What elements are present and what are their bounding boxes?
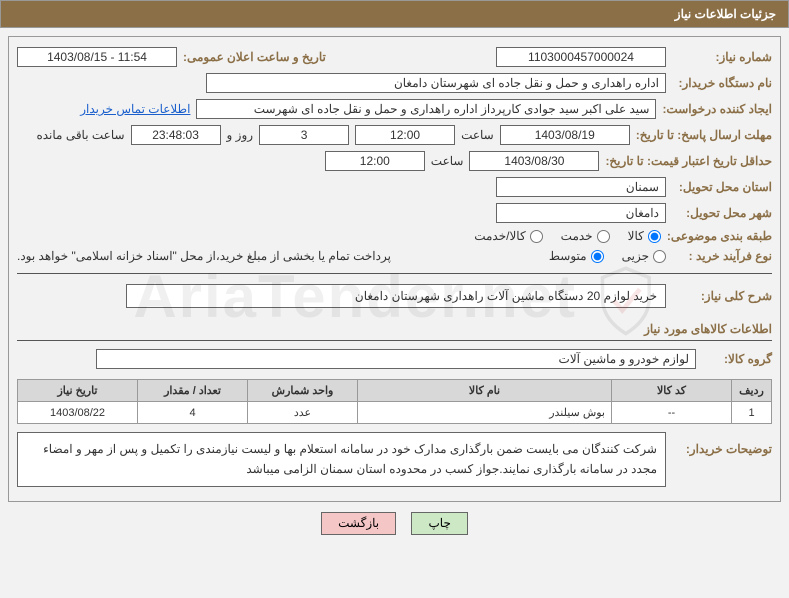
countdown: 23:48:03 xyxy=(131,125,221,145)
announce-datetime-label: تاریخ و ساعت اعلان عمومی: xyxy=(183,50,326,64)
buyer-org-value: اداره راهداری و حمل و نقل جاده ای شهرستا… xyxy=(206,73,666,93)
validity-time: 12:00 xyxy=(325,151,425,171)
category-goods-label: کالا xyxy=(628,229,644,243)
cell-code: -- xyxy=(612,402,732,424)
category-service[interactable]: خدمت xyxy=(561,229,610,243)
validity-label: حداقل تاریخ اعتبار قیمت: تا تاریخ: xyxy=(605,154,772,168)
row-requester: ایجاد کننده درخواست: سید علی اکبر سید جو… xyxy=(17,99,772,119)
category-both[interactable]: کالا/خدمت xyxy=(474,229,542,243)
radio-minor[interactable] xyxy=(653,250,666,263)
deadline-label: مهلت ارسال پاسخ: تا تاریخ: xyxy=(636,128,772,142)
days-left: 3 xyxy=(259,125,349,145)
process-radio-group: جزیی متوسط xyxy=(549,249,666,263)
need-number-label: شماره نیاز: xyxy=(672,50,772,64)
buyer-contact-link[interactable]: اطلاعات تماس خریدار xyxy=(80,102,190,116)
islamic-treasury-note: پرداخت تمام یا بخشی از مبلغ خرید،از محل … xyxy=(17,249,391,263)
radio-medium[interactable] xyxy=(591,250,604,263)
items-table: ردیف کد کالا نام کالا واحد شمارش تعداد /… xyxy=(17,379,772,424)
row-category: طبقه بندی موضوعی: کالا خدمت کالا/خدمت xyxy=(17,229,772,243)
cell-date: 1403/08/22 xyxy=(18,402,138,424)
radio-goods[interactable] xyxy=(648,230,661,243)
buyer-notes-label: توضیحات خریدار: xyxy=(672,442,772,456)
table-header-row: ردیف کد کالا نام کالا واحد شمارش تعداد /… xyxy=(18,380,772,402)
row-deadline: مهلت ارسال پاسخ: تا تاریخ: 1403/08/19 سا… xyxy=(17,125,772,145)
cell-qty: 4 xyxy=(138,402,248,424)
validity-date: 1403/08/30 xyxy=(469,151,599,171)
group-label: گروه کالا: xyxy=(702,352,772,366)
deadline-date: 1403/08/19 xyxy=(500,125,630,145)
buyer-notes-value: شرکت کنندگان می بایست ضمن بارگذاری مدارک… xyxy=(17,432,666,487)
validity-time-label: ساعت xyxy=(431,154,464,168)
table-row: 1 -- بوش سیلندر عدد 4 1403/08/22 xyxy=(18,402,772,424)
process-medium[interactable]: متوسط xyxy=(549,249,604,263)
city-value: دامغان xyxy=(496,203,666,223)
back-button[interactable]: بازگشت xyxy=(321,512,396,535)
row-need-desc: شرح کلی نیاز: خرید لوازم 20 دستگاه ماشین… xyxy=(17,284,772,308)
row-need-number: شماره نیاز: 1103000457000024 تاریخ و ساع… xyxy=(17,47,772,67)
th-name: نام کالا xyxy=(358,380,612,402)
category-both-label: کالا/خدمت xyxy=(474,229,525,243)
deadline-time: 12:00 xyxy=(355,125,455,145)
process-label: نوع فرآیند خرید : xyxy=(672,249,772,263)
cell-unit: عدد xyxy=(248,402,358,424)
row-process: نوع فرآیند خرید : جزیی متوسط پرداخت تمام… xyxy=(17,249,772,263)
th-qty: تعداد / مقدار xyxy=(138,380,248,402)
cell-idx: 1 xyxy=(732,402,772,424)
countdown-label: ساعت باقی مانده xyxy=(36,128,124,142)
row-province: استان محل تحویل: سمنان xyxy=(17,177,772,197)
requester-label: ایجاد کننده درخواست: xyxy=(662,102,772,116)
process-minor[interactable]: جزیی xyxy=(622,249,666,263)
province-value: سمنان xyxy=(496,177,666,197)
process-medium-label: متوسط xyxy=(549,249,587,263)
cell-name: بوش سیلندر xyxy=(358,402,612,424)
row-city: شهر محل تحویل: دامغان xyxy=(17,203,772,223)
province-label: استان محل تحویل: xyxy=(672,180,772,194)
category-radio-group: کالا خدمت کالا/خدمت xyxy=(474,229,661,243)
th-unit: واحد شمارش xyxy=(248,380,358,402)
requester-value: سید علی اکبر سید جوادی کارپرداز اداره را… xyxy=(196,99,656,119)
group-value: لوازم خودرو و ماشین آلات xyxy=(96,349,696,369)
th-idx: ردیف xyxy=(732,380,772,402)
days-left-label: روز و xyxy=(227,128,254,142)
radio-both[interactable] xyxy=(530,230,543,243)
row-buyer-org: نام دستگاه خریدار: اداره راهداری و حمل و… xyxy=(17,73,772,93)
deadline-time-label: ساعت xyxy=(461,128,494,142)
buyer-org-label: نام دستگاه خریدار: xyxy=(672,76,772,90)
row-buyer-notes: توضیحات خریدار: شرکت کنندگان می بایست ضم… xyxy=(17,432,772,487)
print-button[interactable]: چاپ xyxy=(411,512,467,535)
row-group: گروه کالا: لوازم خودرو و ماشین آلات xyxy=(17,349,772,369)
main-panel: شماره نیاز: 1103000457000024 تاریخ و ساع… xyxy=(8,36,781,502)
items-section-title: اطلاعات کالاهای مورد نیاز xyxy=(17,316,772,341)
page-title: جزئیات اطلاعات نیاز xyxy=(675,7,776,21)
radio-service[interactable] xyxy=(597,230,610,243)
need-desc-value: خرید لوازم 20 دستگاه ماشین آلات راهداری … xyxy=(126,284,666,308)
need-number-value: 1103000457000024 xyxy=(496,47,666,67)
th-code: کد کالا xyxy=(612,380,732,402)
th-date: تاریخ نیاز xyxy=(18,380,138,402)
page-header: جزئیات اطلاعات نیاز xyxy=(0,0,789,28)
city-label: شهر محل تحویل: xyxy=(672,206,772,220)
category-goods[interactable]: کالا xyxy=(628,229,661,243)
announce-datetime-value: 1403/08/15 - 11:54 xyxy=(17,47,177,67)
row-validity: حداقل تاریخ اعتبار قیمت: تا تاریخ: 1403/… xyxy=(17,151,772,171)
need-desc-label: شرح کلی نیاز: xyxy=(672,289,772,303)
category-label: طبقه بندی موضوعی: xyxy=(667,229,772,243)
button-bar: چاپ بازگشت xyxy=(0,512,789,535)
process-minor-label: جزیی xyxy=(622,249,649,263)
category-service-label: خدمت xyxy=(561,229,593,243)
